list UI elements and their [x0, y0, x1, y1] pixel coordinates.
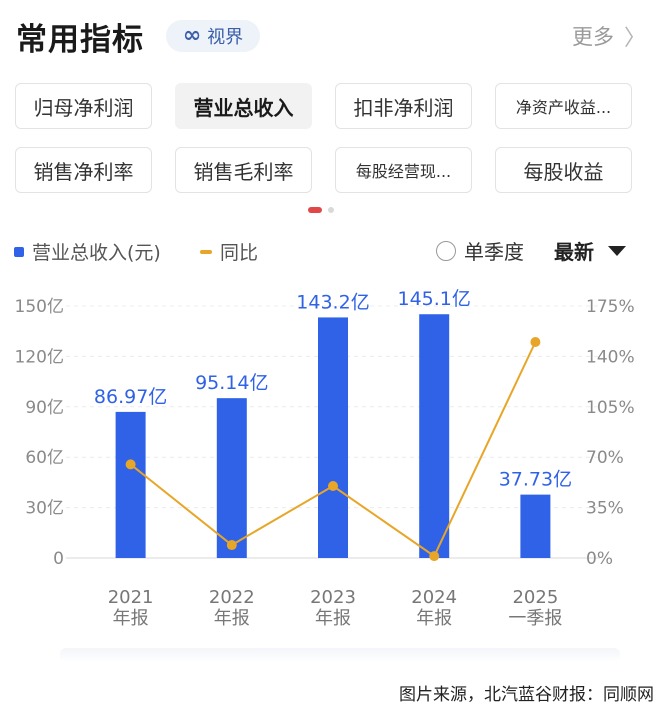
metric-chip[interactable]: 净资产收益...: [495, 83, 632, 129]
chart-controls: 营业总收入(元) 同比 单季度 最新: [14, 234, 650, 266]
y-right-tick-label: 175%: [586, 297, 635, 317]
metric-chip[interactable]: 扣非净利润: [335, 83, 472, 129]
legend-bar-swatch: [14, 246, 24, 257]
x-tick-label: 2023: [310, 587, 356, 608]
bar: [419, 314, 450, 558]
bar: [318, 317, 348, 558]
quarterly-toggle[interactable]: 单季度: [436, 236, 524, 265]
yoy-point: [328, 481, 338, 491]
section-header: 常用指标 ∞ 视界 更多 〉: [0, 0, 666, 72]
more-link[interactable]: 更多 〉: [572, 20, 646, 52]
bar-value-label: 143.2亿: [296, 291, 369, 313]
x-tick-sublabel: 年报: [214, 608, 250, 629]
y-right-tick-label: 70%: [586, 448, 624, 468]
x-tick-sublabel: 年报: [315, 608, 351, 629]
x-tick-label: 2025: [512, 587, 558, 608]
legend-yoy-label: 同比: [220, 242, 259, 264]
y-left-tick-label: 90亿: [25, 398, 64, 418]
legend-revenue: 营业总收入(元): [14, 238, 161, 265]
x-tick-sublabel: 年报: [416, 608, 452, 629]
y-right-tick-label: 0%: [586, 549, 613, 569]
legend-yoy: 同比: [200, 238, 258, 265]
legend-revenue-label: 营业总收入(元): [32, 242, 161, 264]
yoy-point: [125, 459, 136, 470]
vision-badge[interactable]: ∞ 视界: [166, 20, 260, 52]
caret-down-icon: [608, 245, 626, 256]
bar: [115, 411, 146, 558]
yoy-point: [429, 551, 440, 562]
metric-chip[interactable]: 每股经营现...: [335, 147, 472, 193]
sort-label: 最新: [554, 240, 594, 264]
bar: [520, 494, 551, 558]
yoy-point: [226, 540, 237, 551]
bar: [216, 398, 247, 558]
infinity-icon: ∞: [182, 23, 202, 48]
y-left-tick-label: 30亿: [25, 499, 64, 519]
metric-chip[interactable]: 销售毛利率: [175, 147, 312, 193]
y-right-tick-label: 140%: [586, 347, 635, 367]
sort-dropdown[interactable]: 最新: [554, 236, 626, 265]
badge-label: 视界: [207, 27, 244, 48]
metric-chip[interactable]: 销售净利率: [15, 147, 152, 193]
x-tick-label: 2024: [411, 587, 457, 608]
y-right-tick-label: 35%: [586, 499, 624, 519]
bar-value-label: 95.14亿: [195, 372, 268, 394]
pager-dot-active[interactable]: [308, 207, 322, 213]
pager-dot[interactable]: [328, 207, 334, 213]
scroll-fade: [60, 648, 620, 662]
y-left-tick-label: 60亿: [25, 448, 64, 468]
metric-chip-active[interactable]: 营业总收入: [175, 83, 312, 129]
bar-value-label: 86.97亿: [94, 386, 167, 408]
pager-dots[interactable]: [308, 207, 334, 213]
more-label: 更多: [571, 25, 614, 49]
bar-value-label: 37.73亿: [499, 469, 572, 491]
page-title: 常用指标: [16, 22, 144, 58]
radio-icon[interactable]: [436, 240, 456, 261]
metric-chip[interactable]: 归母净利润: [15, 83, 152, 129]
chevron-right-icon: 〉: [623, 26, 646, 51]
x-tick-label: 2021: [108, 587, 154, 608]
x-tick-label: 2022: [209, 587, 255, 608]
y-left-tick-label: 120亿: [15, 347, 64, 367]
yoy-point: [530, 337, 541, 347]
revenue-chart: 0 30亿 60亿 90亿 120亿 150亿 0% 35% 70% 105% 140% 175% 86…: [15, 288, 635, 629]
quarterly-label: 单季度: [464, 240, 524, 264]
y-right-tick-label: 105%: [586, 398, 635, 418]
image-source: 图片来源，北汽蓝谷财报：同顺网: [399, 685, 654, 705]
x-tick-sublabel: 年报: [113, 608, 149, 629]
legend-line-swatch: [200, 249, 212, 254]
y-left-tick-label: 0: [53, 549, 64, 569]
bar-value-label: 145.1亿: [397, 288, 470, 310]
x-tick-sublabel: 一季报: [508, 608, 562, 629]
metric-chip[interactable]: 每股收益: [495, 147, 632, 193]
y-left-tick-label: 150亿: [15, 297, 64, 317]
